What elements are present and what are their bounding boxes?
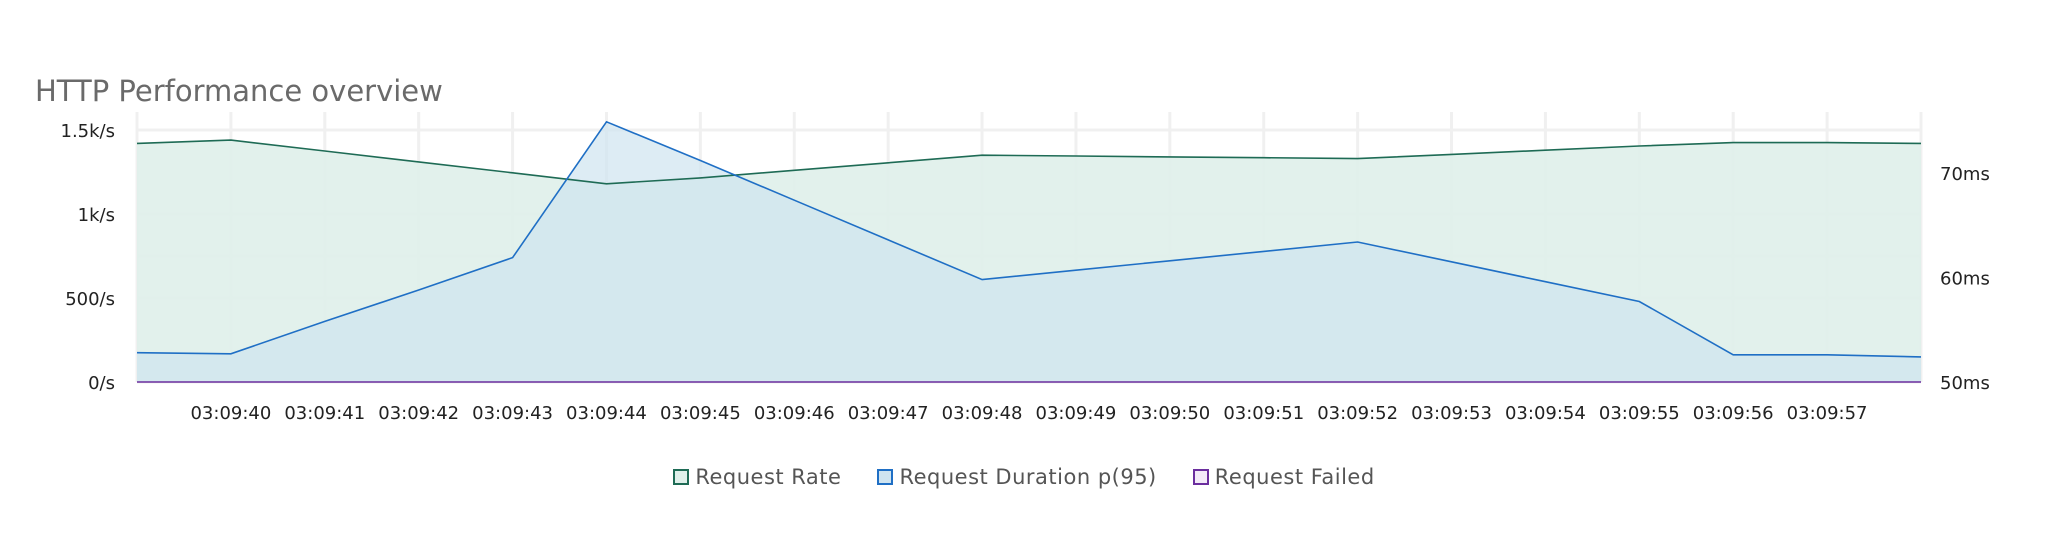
x-tick-label: 03:09:54 — [1505, 403, 1586, 424]
x-tick-label: 03:09:49 — [1036, 403, 1117, 424]
legend-label: Request Failed — [1214, 465, 1375, 489]
x-tick-label: 03:09:56 — [1693, 403, 1774, 424]
y-left-tick-label: 1k/s — [78, 205, 115, 226]
y-left-tick-label: 500/s — [65, 289, 115, 310]
legend-swatch — [1192, 469, 1209, 485]
y-axis-right: 50ms 60ms 70ms — [1940, 164, 1990, 394]
legend-item-0[interactable]: Request Rate — [673, 465, 841, 489]
legend-item-1[interactable]: Request Duration p(95) — [877, 465, 1156, 489]
legend-item-2[interactable]: Request Failed — [1192, 465, 1375, 489]
series-lines — [136, 120, 1922, 383]
x-tick-label: 03:09:51 — [1223, 403, 1304, 424]
x-tick-label: 03:09:50 — [1129, 403, 1210, 424]
chart-title: HTTP Performance overview — [35, 74, 443, 109]
x-axis: 03:09:40 03:09:41 03:09:42 03:09:43 03:09:44… — [190, 403, 1867, 424]
y-right-tick-label: 60ms — [1940, 269, 1990, 290]
x-tick-label: 03:09:40 — [190, 403, 271, 424]
x-tick-label: 03:09:57 — [1787, 403, 1868, 424]
x-tick-label: 03:09:44 — [566, 403, 647, 424]
x-tick-label: 03:09:55 — [1599, 403, 1680, 424]
y-axis-left: 0/s 500/s 1k/s 1.5k/s — [61, 121, 116, 394]
x-tick-label: 03:09:42 — [378, 403, 459, 424]
series-area-1 — [137, 121, 1921, 383]
y-right-tick-label: 50ms — [1940, 373, 1990, 394]
x-tick-label: 03:09:53 — [1411, 403, 1492, 424]
x-tick-label: 03:09:46 — [754, 403, 835, 424]
legend-swatch — [877, 469, 894, 485]
x-tick-label: 03:09:41 — [284, 403, 365, 424]
x-tick-label: 03:09:45 — [660, 403, 741, 424]
x-tick-label: 03:09:52 — [1317, 403, 1398, 424]
x-tick-label: 03:09:47 — [848, 403, 929, 424]
legend-swatch — [673, 469, 690, 485]
chart: 0/s 500/s 1k/s 1.5k/s 50ms 60ms 70ms 03:09:40… — [61, 112, 1990, 424]
series-areas — [137, 121, 1921, 383]
x-tick-label: 03:09:48 — [942, 403, 1023, 424]
legend: Request Rate Request Duration p(95) Reques… — [0, 465, 2048, 489]
series-line-0 — [136, 139, 1922, 185]
series-line-1 — [136, 120, 1922, 358]
y-left-tick-label: 0/s — [88, 373, 115, 394]
legend-label: Request Rate — [695, 465, 842, 489]
y-right-tick-label: 70ms — [1940, 164, 1990, 185]
x-tick-label: 03:09:43 — [472, 403, 553, 424]
y-left-tick-label: 1.5k/s — [61, 121, 116, 142]
legend-label: Request Duration p(95) — [899, 465, 1157, 489]
